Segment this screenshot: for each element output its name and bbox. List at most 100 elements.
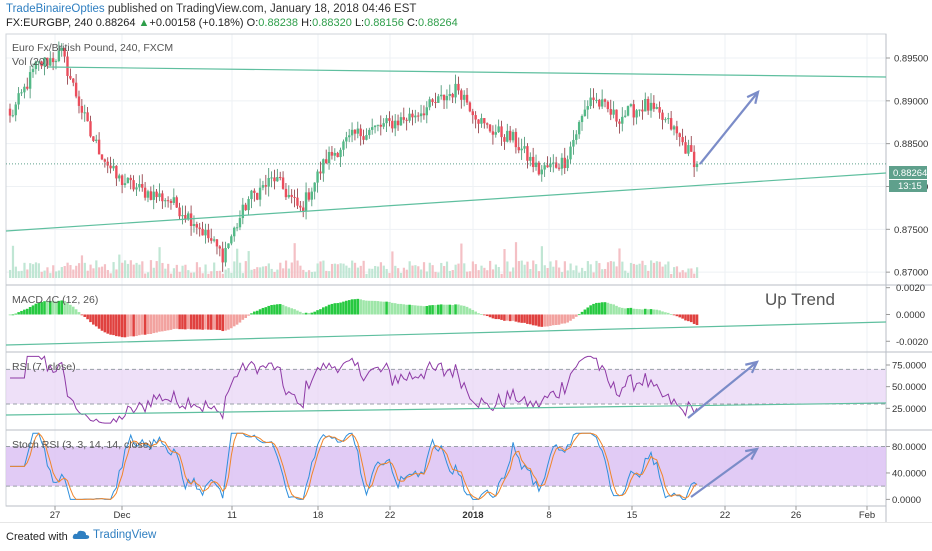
candle-body (695, 163, 699, 168)
macd-bar (534, 314, 538, 326)
macd-bar (109, 314, 112, 335)
volume-bar (687, 268, 690, 278)
time-tick-label: 22 (385, 510, 396, 521)
volume-bar (523, 264, 526, 278)
macd-bar (224, 314, 227, 331)
tradingview-link[interactable]: TradingView (72, 529, 156, 541)
rsi-title: RSI (7, close) (12, 361, 76, 373)
volume-bar (402, 267, 406, 278)
candle-body (678, 133, 681, 138)
volume-bar (227, 268, 230, 278)
volume-bar (259, 267, 262, 278)
volume-bar (569, 263, 572, 278)
volume-bar (382, 265, 385, 278)
up-trend-annotation[interactable]: Up Trend (765, 290, 835, 309)
candle-body (212, 239, 216, 241)
volume-bar (609, 261, 612, 278)
time-tick-label: 22 (720, 510, 731, 521)
candle-body (69, 75, 72, 79)
candle-body (51, 58, 55, 63)
time-tick-label: Feb (859, 510, 875, 521)
candle-body (603, 99, 607, 102)
candle-body (106, 161, 109, 166)
publisher-name[interactable]: TradeBinaireOpties (6, 3, 105, 15)
macd-histogram (5, 298, 887, 346)
volume-bar (43, 270, 46, 278)
candle-body (26, 86, 29, 89)
volume-bar (514, 242, 518, 278)
macd-trendline (5, 321, 887, 346)
macd-bar (307, 313, 311, 315)
candle-body (129, 177, 132, 181)
candle-body (224, 247, 227, 263)
macd-bar (129, 314, 133, 337)
macd-bar (198, 314, 202, 330)
trend-drawings[interactable] (5, 66, 887, 232)
volume-bar (566, 270, 569, 278)
macd-bar (629, 307, 633, 315)
macd-bar (666, 312, 670, 315)
volume-bar (647, 270, 650, 278)
macd-bar (600, 302, 604, 315)
candle-body (261, 185, 265, 188)
volume-bar (152, 267, 155, 278)
macd-bar (652, 309, 656, 315)
macd-bar (140, 314, 144, 335)
volume-bar (46, 267, 49, 278)
candle-body (247, 199, 250, 211)
macd-bar (296, 310, 299, 315)
macd-bar (684, 314, 687, 321)
macd-bar (393, 303, 397, 315)
stoch-axis: 80.0000 40.0000 0.0000 (886, 442, 926, 506)
macd-bar (623, 308, 627, 315)
macd-bar (609, 303, 613, 315)
macd-bar (218, 314, 222, 331)
macd-bar (342, 301, 345, 315)
volume-bar (443, 266, 446, 278)
volume-bar (422, 262, 426, 278)
volume-bar (112, 262, 115, 278)
volume-bar (445, 261, 449, 278)
macd-bar (94, 314, 98, 327)
volume-bar (184, 264, 187, 278)
macd-bar (382, 301, 385, 315)
macd-bar (74, 309, 78, 315)
rsi-tick-label: 50.0000 (892, 382, 926, 393)
candlesticks[interactable] (8, 41, 699, 272)
macd-bar (178, 314, 181, 330)
volume-bar (431, 265, 434, 278)
macd-bar (462, 305, 466, 315)
macd-bar (641, 309, 644, 315)
volume-bar (589, 264, 592, 278)
macd-bar (270, 305, 273, 315)
volume-bar (471, 261, 474, 278)
last-price-tag: 0.88264 13:15 (889, 166, 927, 192)
volume-bar (284, 260, 288, 278)
candle-body (500, 126, 503, 138)
volume-bar (560, 272, 564, 278)
candle-body (273, 177, 276, 182)
candle-body (172, 197, 176, 203)
open-label: O: (246, 17, 259, 29)
macd-bar (97, 314, 101, 329)
macd-bar (71, 306, 75, 315)
candle-body (471, 111, 474, 116)
volume-bar (664, 264, 667, 278)
candle-body (198, 227, 201, 229)
macd-bar (658, 310, 661, 315)
candle-body (506, 130, 509, 142)
candle-body (11, 115, 15, 117)
candle-body (503, 137, 506, 142)
time-axis[interactable]: 27 Dec 11 18 22 2018 8 15 22 26 Feb (6, 505, 886, 521)
macd-bar (166, 314, 170, 331)
candle-body (227, 243, 230, 248)
candle-body (488, 124, 492, 132)
macd-bar (310, 312, 314, 315)
candle-body (675, 126, 679, 134)
chart-canvas[interactable]: Euro Fx/British Pound, 240, FXCM Vol (20… (0, 0, 932, 522)
macd-bar (253, 311, 256, 315)
macd-bar (687, 314, 690, 322)
volume-bar (319, 261, 322, 278)
volume-bar (374, 265, 377, 278)
volume-bar (463, 263, 466, 278)
